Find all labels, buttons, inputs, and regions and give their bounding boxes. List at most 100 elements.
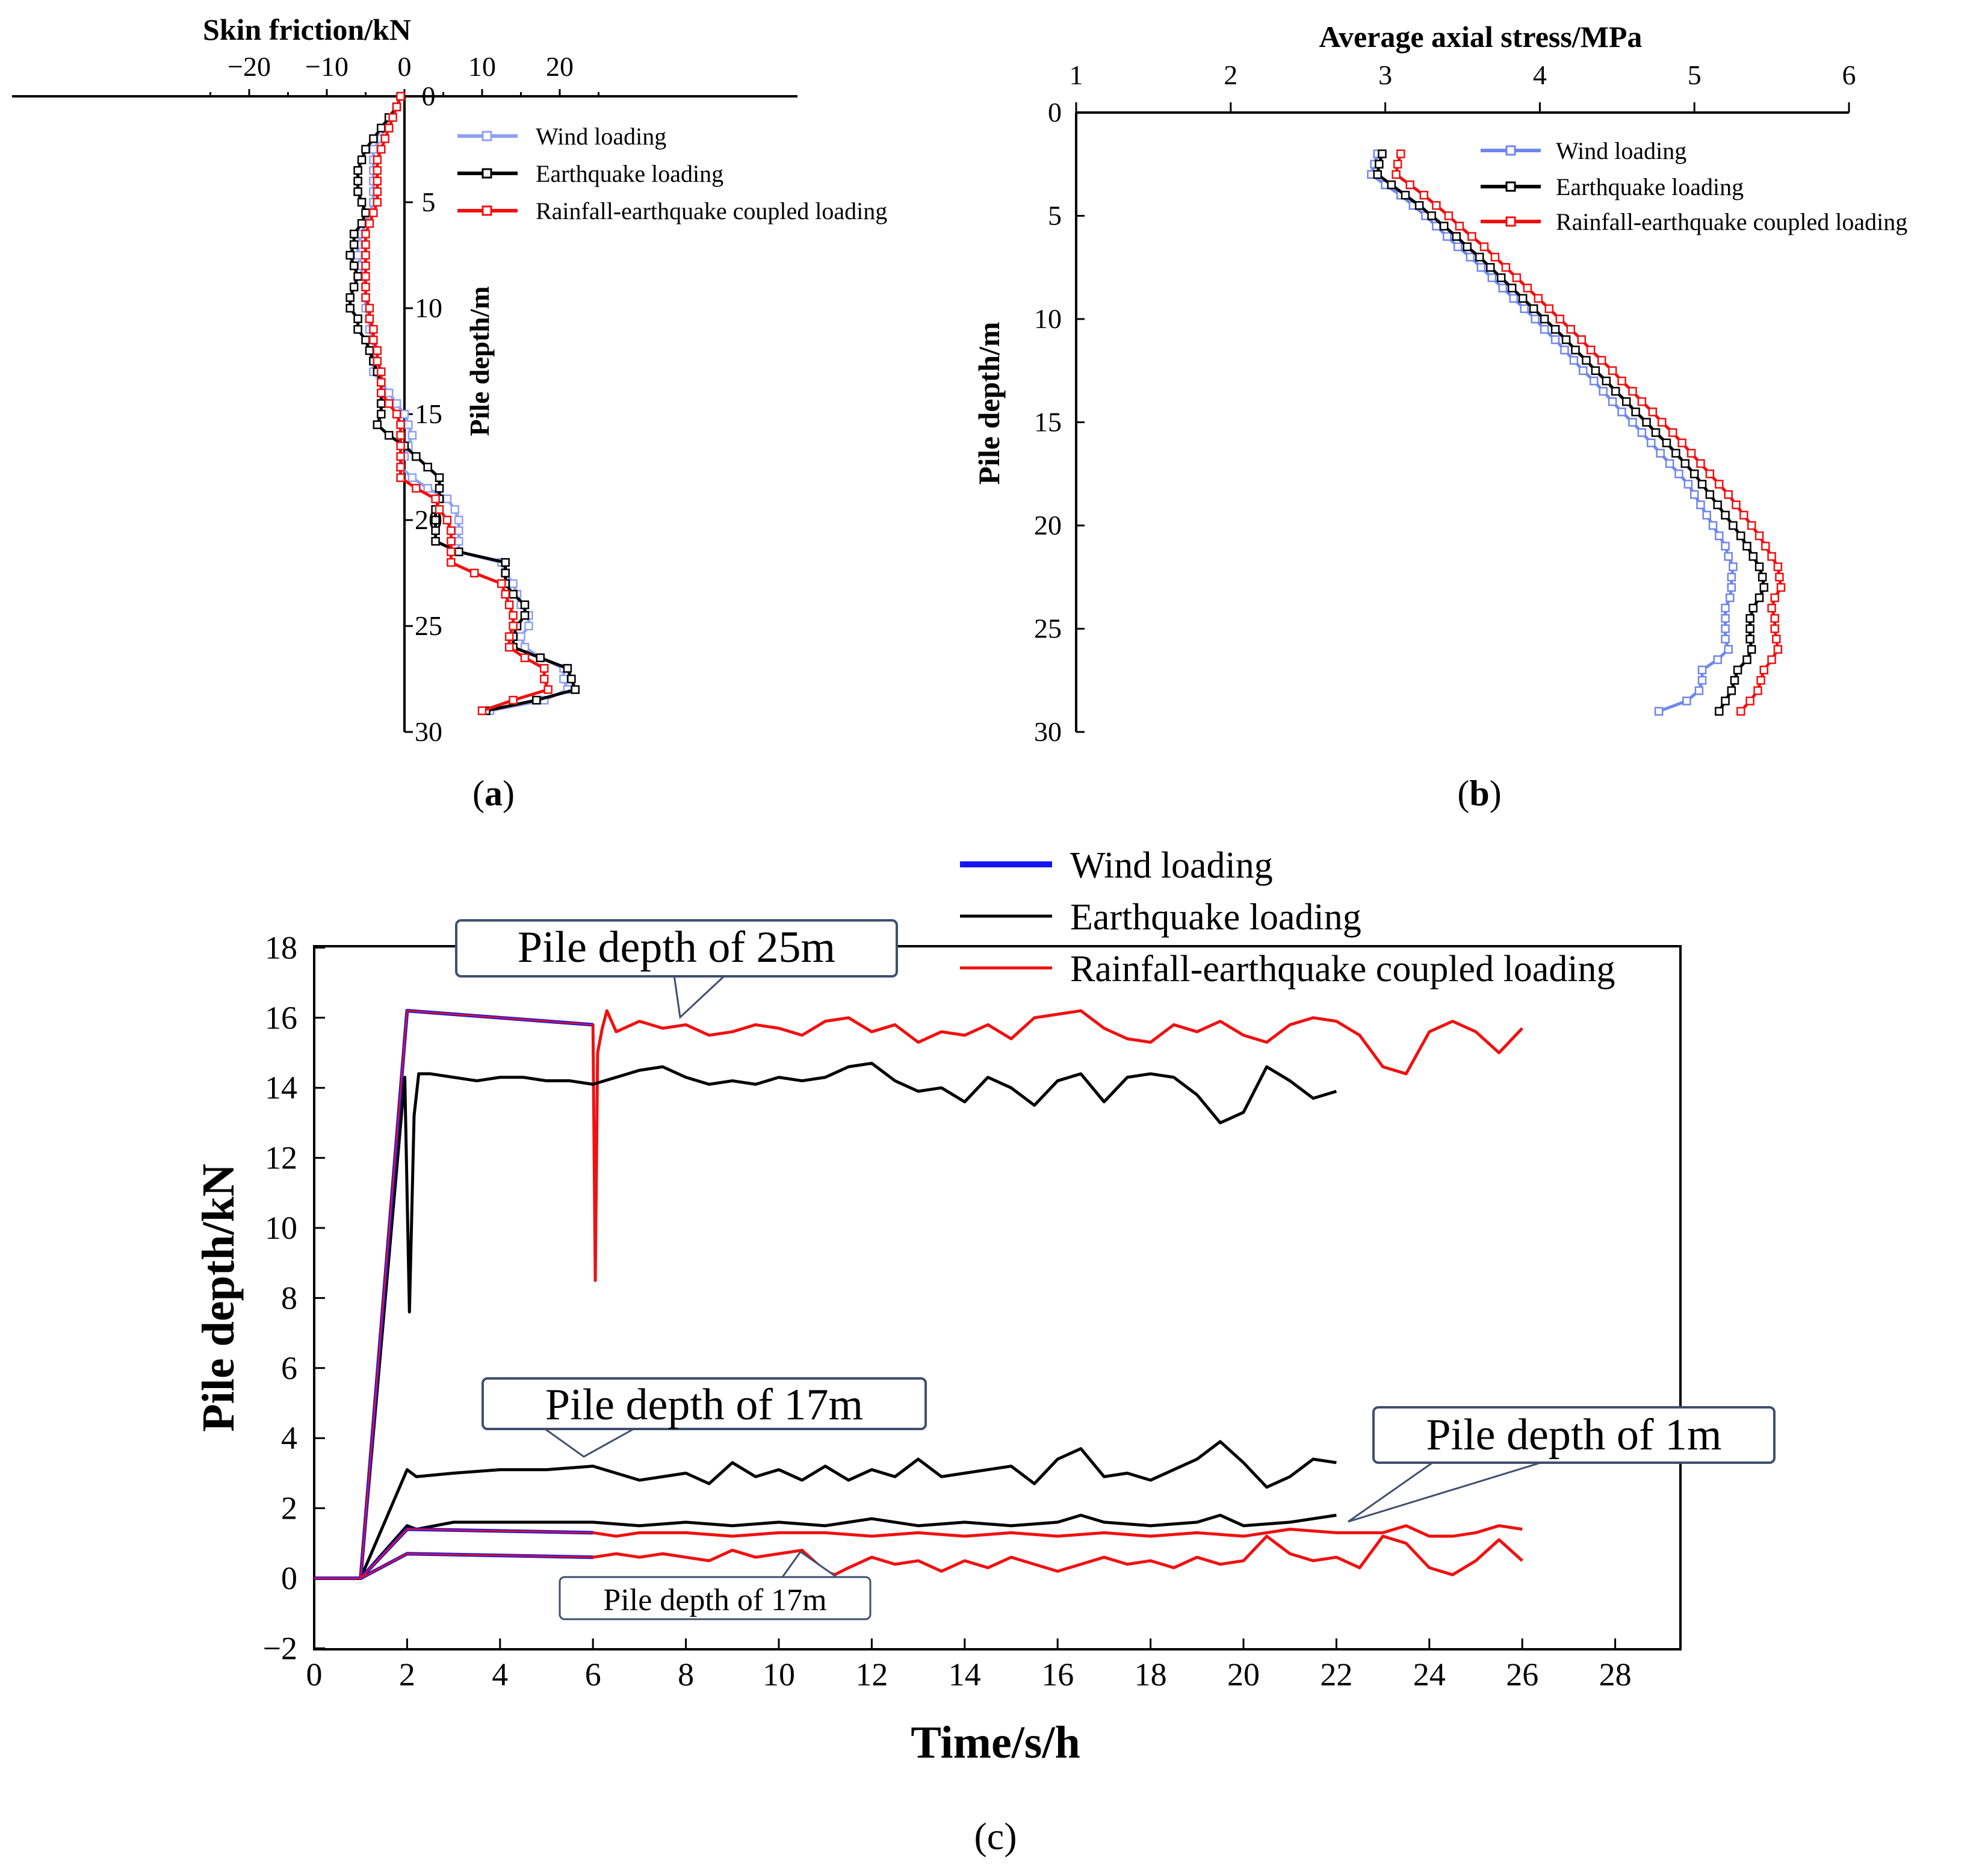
panel-b-point — [1432, 201, 1441, 210]
panel-b-point — [1742, 542, 1751, 551]
panel-a-point — [447, 558, 456, 567]
panel-a-point — [504, 632, 514, 641]
panel-b-point — [1745, 696, 1754, 705]
panel-b-point — [1534, 294, 1543, 303]
panel-b-y-tick-label: 25 — [1034, 613, 1062, 644]
panel-b-point — [1658, 418, 1667, 427]
panel-b-point — [1512, 273, 1522, 282]
panel-b-point — [1773, 562, 1783, 571]
panel-b-point — [1544, 304, 1554, 314]
panel-c-series-line-6 — [314, 1009, 1524, 1580]
panel-b-point — [1682, 696, 1691, 705]
panel-b-point — [1490, 252, 1500, 262]
panel-a-point — [559, 674, 568, 684]
panel-b-point — [1721, 542, 1730, 551]
panel-b-point — [1767, 655, 1776, 665]
panel-b-point — [1467, 232, 1476, 241]
panel-c-x-tick-label: 18 — [1135, 1657, 1167, 1693]
panel-b-point — [1726, 593, 1735, 603]
panel-a-point — [353, 314, 362, 323]
panel-b-x-ticks: 1 2 3 4 5 6 — [1070, 60, 1856, 113]
panel-b-point — [1582, 356, 1591, 365]
panel-a-point — [373, 176, 382, 186]
panel-c-label-letter: c — [987, 1815, 1004, 1858]
panel-c-series-line-4 — [314, 1440, 1337, 1580]
panel-b-point — [1680, 459, 1690, 468]
panel-b-point — [1745, 614, 1754, 623]
panel-a-point — [454, 526, 463, 535]
panel-b-point — [1550, 335, 1560, 344]
panel-a-point — [509, 695, 518, 705]
callout-17m-upper-label: Pile depth of 17m — [545, 1380, 863, 1430]
panel-b-x-tick-label: 1 — [1070, 60, 1083, 90]
panel-c-y-tick-label: 12 — [265, 1140, 297, 1176]
panel-a-point — [349, 261, 359, 270]
panel-b-point — [1697, 676, 1707, 685]
panel-b-point — [1444, 211, 1454, 220]
panel-b-legend: Wind loading Earthquake loading Rainfall… — [1481, 137, 1907, 235]
panel-b-point — [1608, 397, 1617, 406]
panel-c-y-tick-label: 14 — [265, 1070, 297, 1106]
panel-a-point — [361, 282, 370, 292]
panel-c-series-line-8 — [314, 1534, 1523, 1580]
panel-b-y-axis-title: Pile depth/m — [972, 322, 1006, 485]
panel-b-point — [1378, 149, 1387, 158]
panel-a-point — [396, 473, 405, 482]
panel-a-point — [450, 505, 460, 514]
panel-a-legend-earthquake-label: Earthquake loading — [536, 160, 723, 187]
panel-b-x-axis-title: Average axial stress/MPa — [1319, 20, 1643, 54]
panel-a-point — [345, 250, 355, 260]
panel-b-point — [1677, 438, 1686, 448]
panel-b-point — [1727, 572, 1736, 581]
panel-b-y-tick-label: 30 — [1034, 716, 1062, 747]
panel-a-legend-wind-marker — [482, 131, 492, 141]
callout-17m-lower-pointer — [781, 1550, 837, 1578]
panel-a-point — [396, 91, 405, 101]
callout-1m-box — [1372, 1406, 1776, 1464]
panel-b-point — [1561, 335, 1571, 344]
panel-a-point — [369, 144, 378, 154]
panel-c-y-tick-label: 16 — [265, 1000, 297, 1036]
panel-b-point — [1520, 304, 1529, 314]
panel-b-point — [1742, 655, 1751, 665]
panel-c-y-tick-label: 8 — [281, 1280, 297, 1316]
panel-a-point — [345, 303, 355, 313]
panel-c-legend-earthquake-label: Earthquake loading — [1070, 897, 1361, 938]
panel-b-point — [1689, 470, 1699, 479]
panel-a-point — [516, 632, 525, 641]
panel-a-point — [353, 250, 362, 260]
panel-b-point — [1455, 222, 1464, 231]
panel-a-legend-earthquake-marker — [482, 168, 492, 179]
panel-b-point — [1617, 376, 1626, 386]
panel-b-point — [1721, 510, 1730, 520]
panel-a-point — [509, 621, 518, 631]
panel-a-point — [369, 134, 378, 143]
panel-b-point — [1452, 232, 1461, 241]
panel-b-point — [1498, 284, 1508, 293]
panel-b-point — [1713, 500, 1722, 509]
panel-a-point — [423, 483, 432, 493]
panel-a-point — [365, 346, 374, 355]
panel-a-point — [357, 155, 367, 164]
panel-c-legend-coupled-label: Rainfall-earthquake coupled loading — [1070, 949, 1615, 990]
panel-b-point — [1745, 624, 1754, 633]
panel-b-point — [1724, 490, 1733, 499]
panel-c-series-line-7 — [314, 1524, 1523, 1580]
panel-a-point — [384, 430, 394, 440]
panel-c-x-tick-label: 26 — [1506, 1657, 1538, 1693]
panel-b-point — [1443, 232, 1452, 241]
panel-b-point — [1631, 408, 1640, 417]
panel-a-point — [361, 229, 370, 239]
panel-a-point — [520, 611, 530, 620]
panel-b-legend-coupled-label: Rainfall-earthquake coupled loading — [1556, 208, 1907, 235]
panel-b-point — [1715, 531, 1724, 541]
panel-a-point — [412, 452, 421, 461]
panel-b-point — [1770, 593, 1779, 603]
panel-a-point — [396, 420, 405, 429]
panel-a-point — [361, 335, 370, 345]
panel-a-y-tick-label: 5 — [422, 187, 436, 217]
panel-a-point — [431, 494, 440, 504]
callout-25m-pointer — [673, 974, 726, 1020]
panel-b-point — [1745, 634, 1754, 643]
panel-b-point — [1414, 201, 1424, 210]
